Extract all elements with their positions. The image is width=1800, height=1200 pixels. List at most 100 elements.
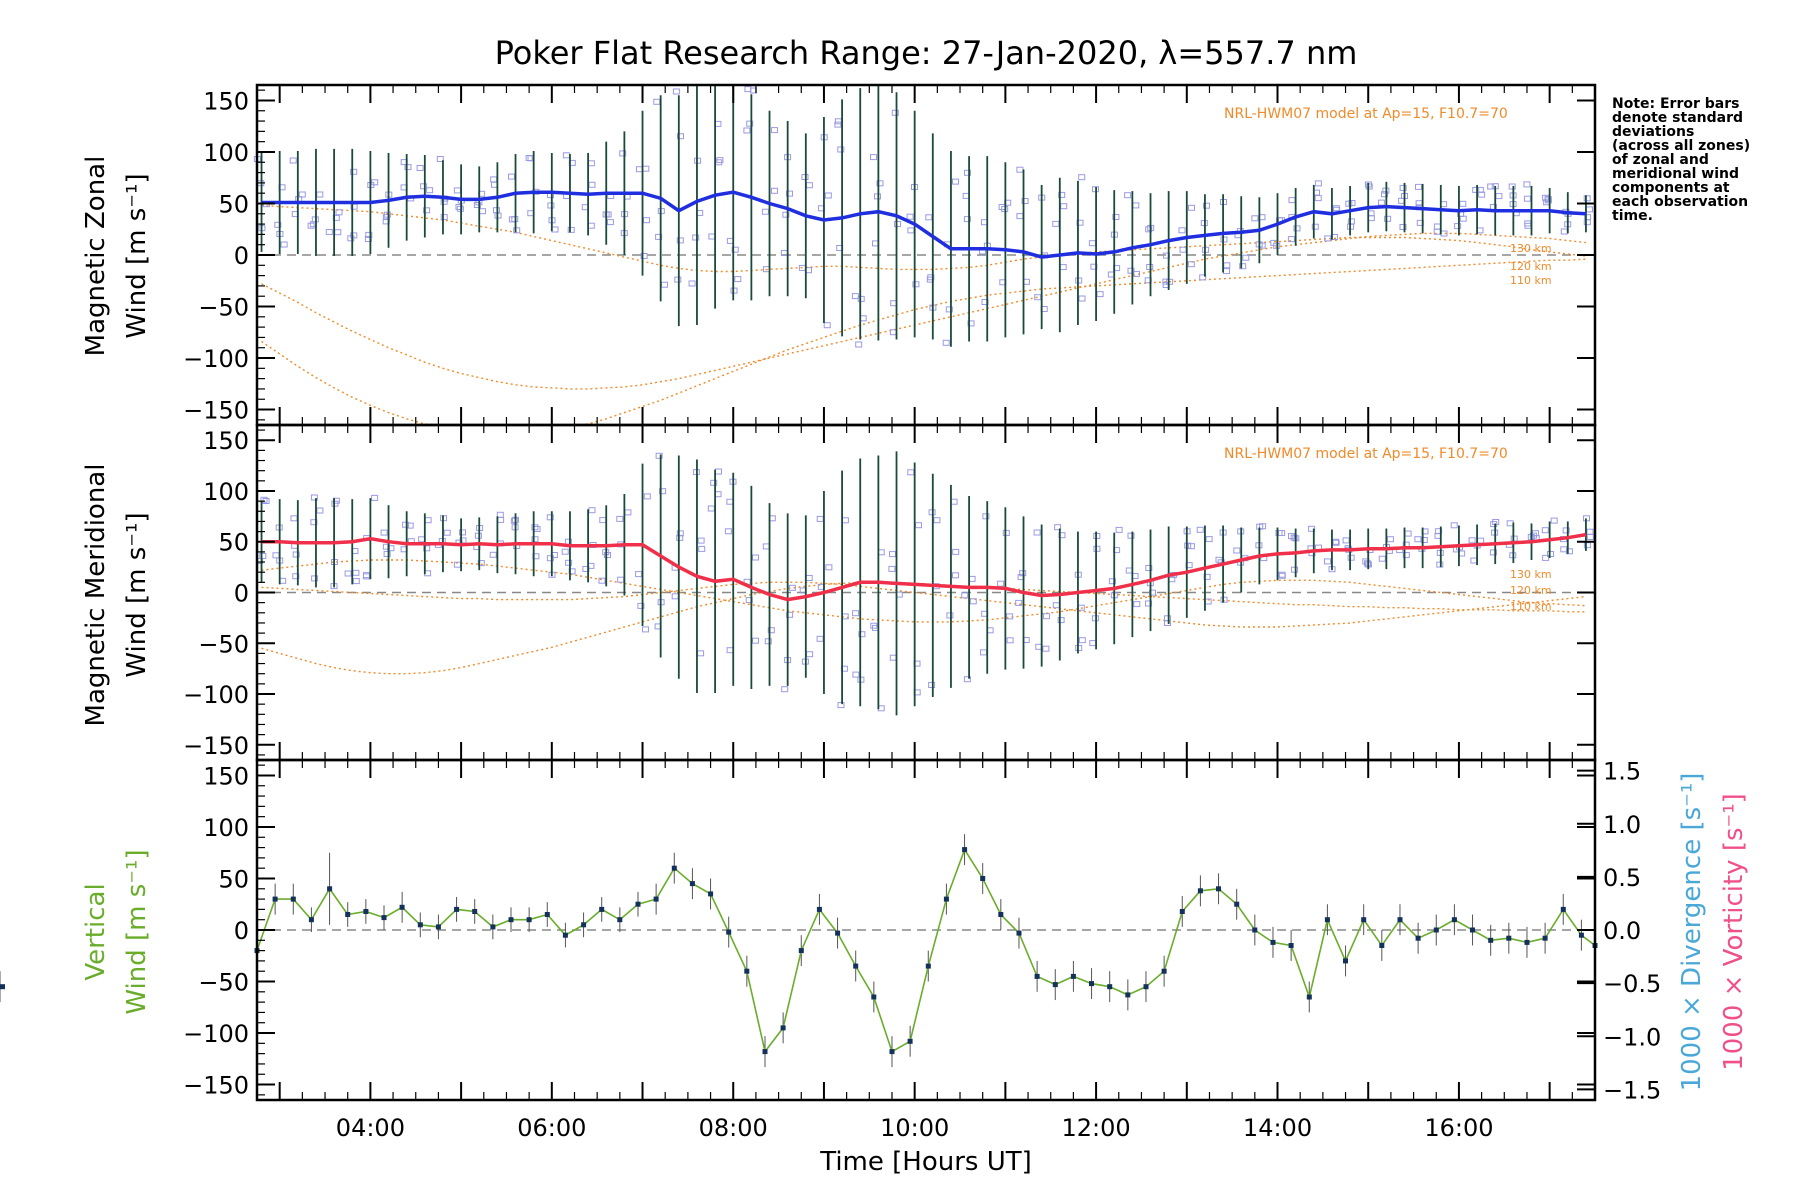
zonal-zone-marker — [1332, 205, 1340, 212]
meridional-zone-marker — [311, 575, 319, 582]
meridional-zone-marker — [260, 496, 268, 503]
meridional-zone-marker — [459, 529, 466, 536]
note-line-6: meridional wind — [1612, 166, 1739, 182]
zonal-zone-marker — [1112, 214, 1120, 220]
meridional-zone-marker — [279, 577, 287, 584]
vertical-series-line — [256, 847, 1596, 1054]
zonal-zone-marker — [642, 165, 650, 172]
meridional-zone-marker — [837, 702, 845, 709]
meridional-zone-marker — [1006, 613, 1014, 620]
zonal-zone-marker — [606, 219, 614, 226]
meridional-zone-marker — [546, 514, 554, 521]
zonal-zone-marker — [894, 221, 902, 227]
zonal-zone-marker — [1223, 268, 1230, 275]
vertical-data-point — [1306, 994, 1312, 1000]
meridional-zone-marker — [1562, 527, 1570, 534]
meridional-zone-marker — [290, 515, 298, 522]
zonal-zone-marker — [870, 154, 877, 161]
zonal-zone-marker — [1433, 223, 1441, 230]
zonal-zone-marker — [1124, 192, 1132, 199]
zonal-zone-marker — [567, 226, 575, 233]
meridional-zone-marker — [1057, 617, 1065, 624]
zonal-zone-marker — [676, 237, 684, 244]
meridional-zone-marker — [825, 564, 833, 571]
meridional-zone-marker — [1342, 537, 1350, 544]
vertical-data-point — [0, 984, 5, 990]
meridional-zone-marker — [915, 522, 922, 529]
zonal-ylabel-line-2: Wind [m s⁻¹] — [122, 173, 152, 338]
zonal-zone-marker — [661, 281, 668, 288]
meridional-zone-marker — [371, 494, 379, 501]
zonal-zone-marker — [674, 276, 682, 283]
zonal-zone-marker — [942, 339, 950, 346]
zonal-zone-marker — [1203, 202, 1210, 209]
zonal-zone-marker — [1523, 181, 1531, 188]
zonal-zone-marker — [688, 280, 696, 287]
meridional-zone-marker — [352, 578, 360, 585]
vertical-data-point — [1451, 917, 1457, 923]
zonal-zone-marker — [588, 181, 596, 188]
vertical-data-point — [508, 917, 514, 923]
meridional-zone-marker — [1291, 566, 1298, 573]
vertical-data-point — [581, 922, 587, 928]
meridional-zone-marker — [968, 575, 976, 582]
zonal-zone-marker — [1016, 166, 1024, 173]
meridional-zone-marker — [443, 529, 451, 536]
zonal-zone-marker — [423, 207, 431, 214]
zonal-zone-marker — [440, 214, 448, 221]
meridional-model-curve-130km — [261, 559, 1586, 623]
zonal-zone-marker — [1132, 202, 1140, 209]
vertical-data-point — [599, 906, 605, 912]
zonal-zone-marker — [1454, 223, 1462, 230]
vertical-data-point — [1252, 927, 1258, 933]
zonal-ytick-label: −100 — [183, 345, 249, 373]
zonal-zone-marker — [1223, 262, 1231, 269]
meridional-zone-marker — [418, 536, 426, 543]
x-axis-label: Time [Hours UT] — [819, 1147, 1032, 1177]
meridional-zone-marker — [1164, 615, 1171, 622]
meridional-zone-marker — [982, 513, 990, 520]
meridional-zone-marker — [952, 572, 959, 579]
zonal-zone-marker — [1016, 213, 1024, 220]
zonal-zone-marker — [1495, 193, 1503, 200]
meridional-zone-marker — [1042, 645, 1050, 652]
meridional-zone-marker — [531, 536, 539, 543]
vertical-data-point — [562, 932, 568, 938]
meridional-zone-marker — [786, 611, 794, 618]
y2-tick-label: 0.5 — [1603, 864, 1641, 892]
xtick-label: 12:00 — [1061, 1114, 1130, 1142]
meridional-zone-marker — [1324, 558, 1331, 565]
meridional-model-curve-110km — [261, 581, 1586, 675]
zonal-zone-marker — [857, 295, 865, 302]
vertical-data-point — [399, 904, 405, 910]
zonal-zone-marker — [731, 246, 739, 253]
zonal-zone-marker — [440, 198, 448, 205]
meridional-zone-marker — [599, 517, 607, 524]
meridional-ytick-label: 0 — [234, 580, 249, 608]
zonal-zone-marker — [967, 320, 975, 327]
zonal-zone-marker — [964, 169, 971, 176]
vertical-data-point — [1361, 917, 1367, 923]
vertical-data-point — [635, 901, 641, 907]
zonal-ytick-label: −50 — [198, 294, 249, 322]
zonal-zone-marker — [927, 274, 935, 281]
meridional-zone-marker — [1506, 520, 1514, 527]
vertical-data-point — [1379, 943, 1385, 948]
note-line-1: Note: Error bars — [1612, 96, 1739, 112]
vertical-data-point — [1089, 981, 1094, 987]
zonal-ytick-label: 100 — [203, 139, 249, 167]
vertical-data-point — [780, 1025, 786, 1031]
meridional-zone-marker — [617, 576, 625, 583]
meridional-zone-marker — [1278, 572, 1286, 579]
zonal-zone-marker — [420, 183, 428, 190]
meridional-zone-marker — [1420, 537, 1428, 543]
vertical-data-point — [490, 924, 496, 930]
vertical-data-point — [1524, 939, 1530, 945]
zonal-labels: NRL-HWM07 model at Ap=15, F10.7=70 130 k… — [81, 106, 1552, 356]
y2-tick-label: 0.0 — [1603, 917, 1641, 945]
meridional-zone-marker — [402, 521, 410, 528]
zonal-zone-marker — [876, 180, 884, 187]
meridional-zone-marker — [1541, 527, 1549, 534]
zonal-zone-marker — [643, 217, 650, 224]
meridional-zone-marker — [980, 649, 987, 656]
